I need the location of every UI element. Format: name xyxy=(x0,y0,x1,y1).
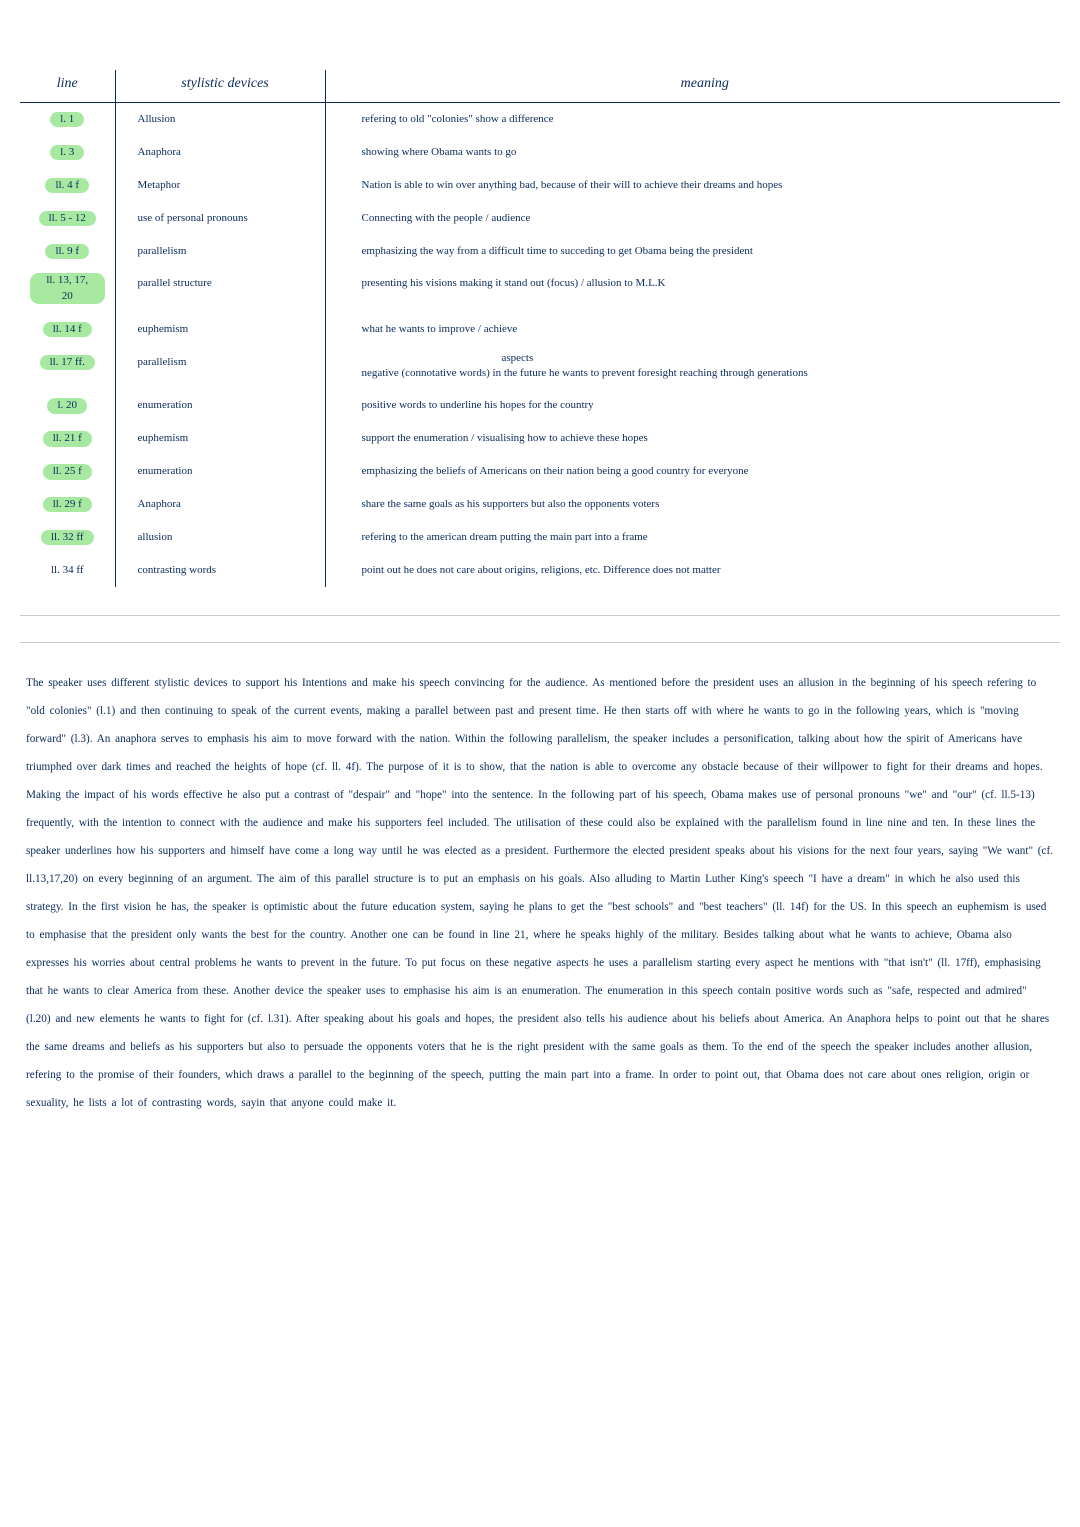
table-row: ll. 4 f Metaphor Nation is able to win ove… xyxy=(20,169,1060,202)
cell-line: ll. 5 - 12 xyxy=(20,202,115,235)
cell-device: euphemism xyxy=(115,313,325,346)
cell-device: enumeration xyxy=(115,389,325,422)
cell-device: Allusion xyxy=(115,103,325,136)
table-row: ll. 21 f euphemism support the enumeration… xyxy=(20,422,1060,455)
cell-line: ll. 34 ff xyxy=(20,554,115,587)
cell-line: ll. 17 ff. xyxy=(20,346,115,390)
cell-meaning: support the enumeration / visualising ho… xyxy=(325,422,1060,455)
meaning-text: emphasizing the way from a difficult tim… xyxy=(362,245,753,257)
cell-line: ll. 14 f xyxy=(20,313,115,346)
table-row: ll. 13, 17, 20 parallel structure presenti… xyxy=(20,267,1060,312)
cell-meaning: refering to old "colonies" show a differ… xyxy=(325,103,1060,136)
line-highlight: ll. 14 f xyxy=(43,322,92,337)
table-row: ll. 25 f enumeration emphasizing the belie… xyxy=(20,455,1060,488)
cell-meaning: emphasizing the way from a difficult tim… xyxy=(325,235,1060,268)
cell-meaning: emphasizing the beliefs of Americans on … xyxy=(325,455,1060,488)
line-highlight: ll. 5 - 12 xyxy=(39,211,96,226)
line-highlight: ll. 21 f xyxy=(43,431,92,446)
cell-meaning: refering to the american dream putting t… xyxy=(325,521,1060,554)
essay-text: The speaker uses different stylistic dev… xyxy=(26,677,1053,1109)
line-highlight: ll. 29 f xyxy=(43,497,92,512)
line-highlight: ll. 25 f xyxy=(43,464,92,479)
cell-device: contrasting words xyxy=(115,554,325,587)
line-highlight: ll. 9 f xyxy=(45,244,89,259)
cell-line: l. 1 xyxy=(20,103,115,136)
cell-meaning: aspectsnegative (connotative words) in t… xyxy=(325,346,1060,390)
cell-device: parallel structure xyxy=(115,267,325,312)
line-highlight: l. 20 xyxy=(47,398,87,413)
th-device: stylistic devices xyxy=(115,70,325,103)
meaning-text: support the enumeration / visualising ho… xyxy=(362,432,648,444)
meaning-text: refering to the american dream putting t… xyxy=(362,531,648,543)
meaning-text: share the same goals as his supporters b… xyxy=(362,498,660,510)
table-row: ll. 34 ffcontrasting words point out he d… xyxy=(20,554,1060,587)
cell-meaning: what he wants to improve / achieve xyxy=(325,313,1060,346)
cell-device: euphemism xyxy=(115,422,325,455)
cell-meaning: positive words to underline his hopes fo… xyxy=(325,389,1060,422)
cell-line: ll. 9 f xyxy=(20,235,115,268)
meaning-text: Nation is able to win over anything bad,… xyxy=(362,179,783,191)
cell-device: Anaphora xyxy=(115,488,325,521)
table-row: l. 3 Anaphora showing where Obama wants to… xyxy=(20,136,1060,169)
table-row: l. 1 Allusion refering to old "colonies" s… xyxy=(20,103,1060,136)
th-meaning: meaning xyxy=(325,70,1060,103)
cell-meaning: presenting his visions making it stand o… xyxy=(325,267,1060,312)
cell-line: ll. 29 f xyxy=(20,488,115,521)
meaning-text: presenting his visions making it stand o… xyxy=(362,277,666,289)
cell-device: parallelism xyxy=(115,346,325,390)
cell-device: enumeration xyxy=(115,455,325,488)
cell-line: ll. 4 f xyxy=(20,169,115,202)
cell-device: use of personal pronouns xyxy=(115,202,325,235)
line-highlight: l. 1 xyxy=(50,112,84,127)
divider xyxy=(20,615,1060,616)
table-row: ll. 29 f Anaphora share the same goals as … xyxy=(20,488,1060,521)
table-row: ll. 32 ff allusion refering to the america… xyxy=(20,521,1060,554)
cell-line: l. 3 xyxy=(20,136,115,169)
cell-device: Metaphor xyxy=(115,169,325,202)
cell-line: ll. 25 f xyxy=(20,455,115,488)
cell-line: l. 20 xyxy=(20,389,115,422)
meaning-text: showing where Obama wants to go xyxy=(362,146,517,158)
table-row: ll. 9 f parallelism emphasizing the way fr… xyxy=(20,235,1060,268)
meaning-text: Connecting with the people / audience xyxy=(362,212,531,224)
line-highlight: l. 3 xyxy=(50,145,84,160)
essay-paragraph: The speaker uses different stylistic dev… xyxy=(20,669,1060,1117)
devices-table: line stylistic devices meaning l. 1 Allus… xyxy=(20,70,1060,587)
inline-note: aspects xyxy=(502,348,1051,369)
cell-line: ll. 13, 17, 20 xyxy=(20,267,115,312)
cell-device: allusion xyxy=(115,521,325,554)
meaning-text: what he wants to improve / achieve xyxy=(362,323,518,335)
line-highlight: ll. 4 f xyxy=(45,178,89,193)
cell-meaning: showing where Obama wants to go xyxy=(325,136,1060,169)
cell-meaning: point out he does not care about origins… xyxy=(325,554,1060,587)
meaning-text: negative (connotative words) in the futu… xyxy=(362,367,808,379)
table-row: ll. 17 ff.parallelismaspectsnegative (co… xyxy=(20,346,1060,390)
cell-device: parallelism xyxy=(115,235,325,268)
cell-meaning: Connecting with the people / audience xyxy=(325,202,1060,235)
line-highlight: ll. 13, 17, 20 xyxy=(30,273,105,304)
meaning-text: positive words to underline his hopes fo… xyxy=(362,399,594,411)
meaning-text: refering to old "colonies" show a differ… xyxy=(362,113,554,125)
table-row: l. 20 enumeration positive words to underl… xyxy=(20,389,1060,422)
cell-meaning: Nation is able to win over anything bad,… xyxy=(325,169,1060,202)
cell-line: ll. 21 f xyxy=(20,422,115,455)
cell-device: Anaphora xyxy=(115,136,325,169)
table-row: ll. 5 - 12 use of personal pronouns Connec… xyxy=(20,202,1060,235)
line-highlight: ll. 32 ff xyxy=(41,530,94,545)
th-line: line xyxy=(20,70,115,103)
meaning-text: point out he does not care about origins… xyxy=(362,564,721,576)
cell-meaning: share the same goals as his supporters b… xyxy=(325,488,1060,521)
line-highlight: ll. 17 ff. xyxy=(40,355,95,370)
cell-line: ll. 32 ff xyxy=(20,521,115,554)
table-row: ll. 14 f euphemism what he wants to improv… xyxy=(20,313,1060,346)
meaning-text: emphasizing the beliefs of Americans on … xyxy=(362,465,749,477)
